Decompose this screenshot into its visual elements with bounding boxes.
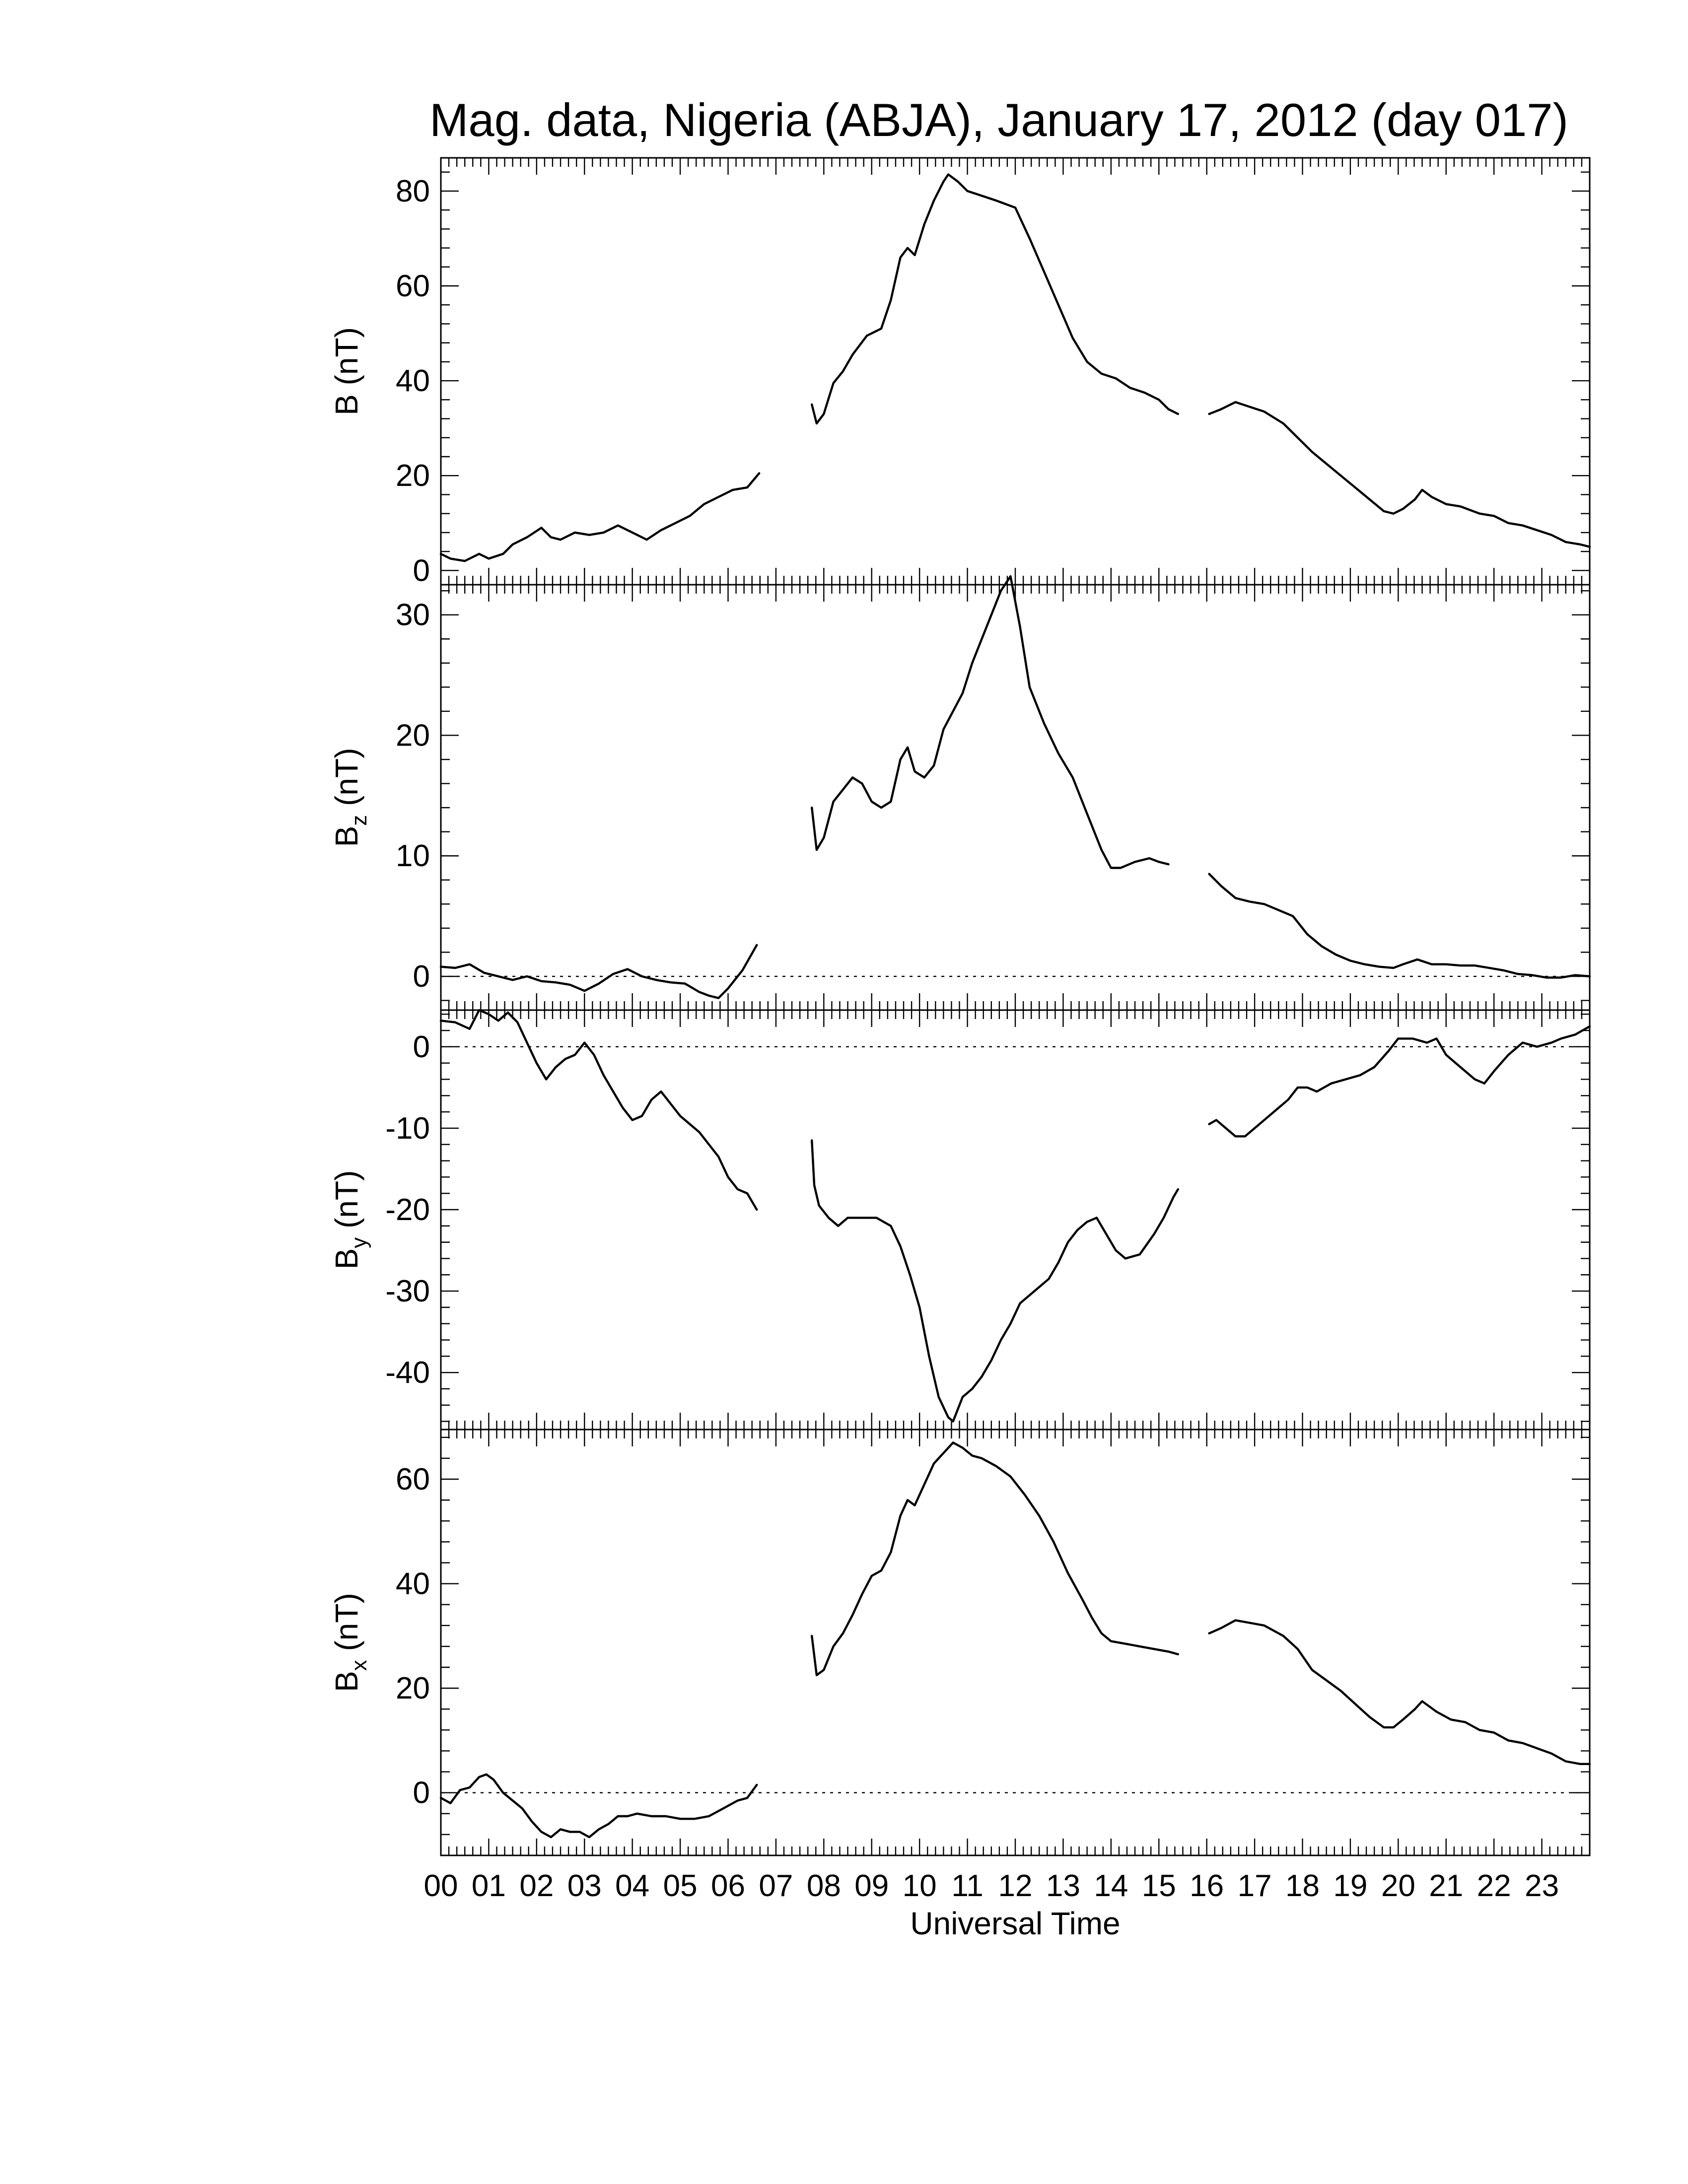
x-axis-title: Universal Time <box>910 1906 1120 1941</box>
x-tick-label: 23 <box>1525 1869 1559 1903</box>
panel-frame <box>440 1429 1591 1856</box>
data-series-line <box>439 1009 758 1211</box>
y-tick-label: -40 <box>385 1356 430 1390</box>
panel-b: 0 20 40 60 80 B (nT) <box>329 157 1591 588</box>
y-tick-label: 20 <box>396 459 430 493</box>
y-tick-label: 80 <box>396 174 430 208</box>
x-tick-label: 09 <box>854 1869 889 1903</box>
data-series-line <box>1208 873 1591 979</box>
x-tick-label: 00 <box>424 1869 458 1903</box>
y-tick-label: 20 <box>396 718 430 752</box>
x-tick-label: 07 <box>759 1869 793 1903</box>
y-tick-label: 0 <box>413 959 430 994</box>
x-tick-label: 05 <box>663 1869 698 1903</box>
y-tick-label: 40 <box>396 364 430 398</box>
y-axis-title: Bz (nT) <box>329 748 371 847</box>
y-tick-label: 20 <box>396 1671 430 1706</box>
data-series-line <box>439 944 758 999</box>
x-tick-label: 15 <box>1142 1869 1176 1903</box>
data-series-line <box>811 575 1170 869</box>
data-series-line <box>811 1139 1179 1423</box>
y-tick-label: 60 <box>396 1462 430 1497</box>
x-tick-label: 17 <box>1238 1869 1272 1903</box>
x-tick-label: 13 <box>1046 1869 1080 1903</box>
data-series-line <box>1208 1619 1591 1765</box>
data-series-line <box>811 1441 1179 1676</box>
chart-title: Mag. data, Nigeria (ABJA), January 17, 2… <box>429 94 1568 146</box>
x-tick-label: 19 <box>1333 1869 1367 1903</box>
y-tick-label: 0 <box>413 1030 430 1064</box>
y-axis-title: By (nT) <box>329 1170 371 1270</box>
y-axis-title: B (nT) <box>329 327 364 415</box>
y-tick-label: 60 <box>396 269 430 303</box>
x-tick-label: 08 <box>807 1869 841 1903</box>
y-tick-label: -30 <box>385 1274 430 1308</box>
x-tick-label: 02 <box>519 1869 554 1903</box>
x-tick-label: 06 <box>711 1869 745 1903</box>
panel-frame <box>440 157 1591 586</box>
y-tick-label: 30 <box>396 598 430 632</box>
data-series-line <box>1208 401 1591 548</box>
x-tick-label: 14 <box>1094 1869 1128 1903</box>
x-tick-label: 12 <box>998 1869 1033 1903</box>
y-axis-title: Bx (nT) <box>329 1593 371 1692</box>
panel-frame <box>440 584 1591 1011</box>
panel-frame <box>440 1009 1591 1431</box>
x-tick-label: 03 <box>567 1869 602 1903</box>
data-series-line <box>811 173 1179 425</box>
x-tick-label: 16 <box>1190 1869 1224 1903</box>
panel-bz: 0 10 20 30 Bz (nT) <box>329 575 1591 1011</box>
panel-bx: 0 20 40 60 Bx (nT) <box>329 1429 1591 1856</box>
panels-group: 0 20 40 60 80 B (nT) 0 10 20 30 Bz (nT) 0 -10 -20 -30 -… <box>329 157 1591 1856</box>
x-tick-label: 18 <box>1285 1869 1320 1903</box>
panel-by: 0 -10 -20 -30 -40 By (nT) <box>329 1009 1591 1431</box>
y-tick-label: -20 <box>385 1193 430 1227</box>
x-tick-label: 20 <box>1381 1869 1415 1903</box>
x-tick-label: 21 <box>1429 1869 1463 1903</box>
y-tick-label: 10 <box>396 839 430 873</box>
y-tick-label: 0 <box>413 553 430 588</box>
y-tick-label: 40 <box>396 1567 430 1601</box>
data-series-line <box>1208 1025 1591 1138</box>
x-tick-label: 01 <box>472 1869 506 1903</box>
x-tick-label: 10 <box>903 1869 937 1903</box>
y-tick-label: -10 <box>385 1111 430 1146</box>
y-tick-label: 0 <box>413 1776 430 1810</box>
data-series-line <box>439 472 761 562</box>
x-axis: 00 01 02 03 04 05 06 07 08 09 10 11 12 13 14 15 16 17 18 19… <box>424 1869 1559 1903</box>
data-series-line <box>439 1773 758 1839</box>
x-tick-label: 22 <box>1477 1869 1511 1903</box>
x-tick-label: 11 <box>951 1869 983 1903</box>
x-tick-label: 04 <box>615 1869 649 1903</box>
